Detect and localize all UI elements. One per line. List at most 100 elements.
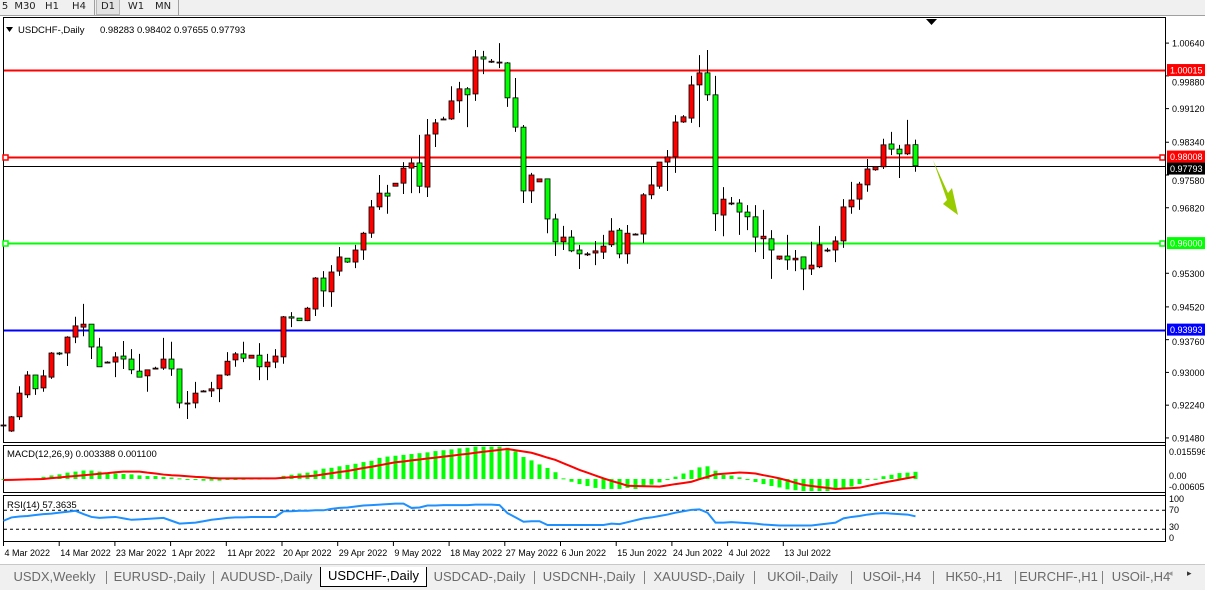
candle-body bbox=[256, 354, 263, 368]
candle-body bbox=[744, 211, 751, 218]
level-handle-icon[interactable] bbox=[2, 240, 9, 247]
macd-bar bbox=[641, 479, 646, 486]
candle-body bbox=[200, 390, 207, 393]
candle-body bbox=[432, 122, 439, 135]
tab-ukoil-daily[interactable]: UKOil-,Daily bbox=[767, 569, 838, 584]
macd-bar bbox=[513, 451, 518, 479]
timeframe-button-h1[interactable]: H1 bbox=[45, 1, 59, 12]
tab-xauusd-daily[interactable]: XAUUSD-,Daily bbox=[653, 569, 745, 584]
macd-bar bbox=[753, 479, 758, 482]
tab-usoil-h4[interactable]: USOil-,H4 bbox=[862, 569, 922, 584]
symbol-dropdown-icon[interactable] bbox=[6, 27, 13, 32]
level-handle-icon[interactable] bbox=[1159, 154, 1166, 161]
candle bbox=[360, 231, 367, 260]
level-handle-icon[interactable] bbox=[2, 154, 9, 161]
macd-pane bbox=[3, 445, 1166, 493]
macd-bar bbox=[345, 465, 350, 479]
level-handle-icon[interactable] bbox=[1159, 240, 1166, 247]
candle-body bbox=[248, 354, 255, 359]
candle-body bbox=[328, 271, 335, 293]
tab-usdcnh-daily[interactable]: USDCNH-,Daily bbox=[542, 569, 636, 584]
candle bbox=[24, 371, 31, 398]
candle-body bbox=[872, 166, 879, 171]
tab-scroll-left-icon[interactable]: ◂ bbox=[1168, 569, 1173, 579]
candle-body bbox=[544, 178, 551, 220]
candle bbox=[520, 125, 527, 204]
date-tick-label: 15 Jun 2022 bbox=[617, 548, 667, 558]
tab-eurusd-daily[interactable]: EURUSD-,Daily bbox=[113, 569, 206, 584]
tab-separator bbox=[1015, 571, 1016, 584]
candle bbox=[480, 50, 487, 75]
tab-usoil-h4[interactable]: USOil-,H4 bbox=[1111, 569, 1171, 584]
tab-usdcad-daily[interactable]: USDCAD-,Daily bbox=[433, 569, 526, 584]
candle-body bbox=[400, 167, 407, 184]
candle bbox=[624, 225, 631, 264]
candle-body bbox=[720, 198, 727, 216]
timeframe-button-w1[interactable]: W1 bbox=[127, 1, 145, 12]
candle bbox=[488, 59, 495, 63]
candle bbox=[768, 230, 775, 279]
candle bbox=[168, 341, 175, 376]
tab-hk50-h1[interactable]: HK50-,H1 bbox=[945, 569, 1003, 584]
candle-body bbox=[296, 317, 303, 322]
tab-audusd-daily[interactable]: AUDUSD-,Daily bbox=[220, 569, 313, 584]
date-tick-label: 29 Apr 2022 bbox=[339, 548, 388, 558]
candle-body bbox=[424, 134, 431, 188]
timeframe-button-d1[interactable]: D1 bbox=[96, 0, 120, 15]
tab-usdchf-daily[interactable]: USDCHF-,Daily bbox=[320, 567, 427, 587]
candle-body bbox=[528, 174, 535, 192]
candle-body bbox=[440, 118, 447, 121]
macd-bar bbox=[153, 476, 158, 479]
chart-tabs: USDX,Weekly EURUSD-,Daily AUDUSD-,Daily USD… bbox=[0, 564, 1205, 590]
candle bbox=[464, 87, 471, 128]
macd-bar bbox=[425, 452, 430, 479]
chart-shift-marker-icon[interactable] bbox=[926, 19, 937, 25]
candle bbox=[352, 244, 359, 269]
rsi-line bbox=[3, 502, 916, 527]
candle-body bbox=[120, 355, 127, 360]
candle bbox=[472, 50, 479, 101]
candle bbox=[536, 178, 543, 183]
rsi-pane bbox=[3, 495, 1166, 542]
candle-body bbox=[312, 277, 319, 310]
price-tag bbox=[1167, 237, 1205, 250]
candle-body bbox=[216, 374, 223, 390]
candle bbox=[280, 315, 287, 364]
macd-bar bbox=[913, 471, 918, 479]
candle bbox=[808, 241, 815, 275]
candle-body bbox=[600, 245, 607, 253]
candle-body bbox=[704, 72, 711, 96]
timeframe-button-m30[interactable]: M30 bbox=[14, 1, 36, 12]
candle-body bbox=[832, 240, 839, 251]
candle bbox=[240, 341, 247, 363]
tab-usdx-weekly[interactable]: USDX,Weekly bbox=[13, 569, 96, 584]
candle bbox=[712, 75, 719, 232]
ohlc-label: 0.98283 0.98402 0.97655 0.97793 bbox=[100, 25, 245, 36]
macd-bar bbox=[817, 479, 822, 492]
candle bbox=[576, 244, 583, 269]
candle bbox=[416, 134, 423, 194]
timeframe-button-h4[interactable]: H4 bbox=[72, 1, 86, 12]
timeframe-button-5[interactable]: 5 bbox=[1, 1, 9, 12]
candle-body bbox=[64, 336, 71, 354]
macd-bar bbox=[729, 475, 734, 479]
candle bbox=[184, 390, 191, 419]
candle bbox=[528, 172, 535, 204]
candle bbox=[224, 352, 231, 376]
candle bbox=[264, 353, 271, 381]
price-tag-label: 0.96000 bbox=[1170, 239, 1203, 249]
tab-scroll-right-icon[interactable]: ▸ bbox=[1187, 569, 1192, 579]
candle bbox=[560, 225, 567, 250]
tab-eurchf-h1[interactable]: EURCHF-,H1 bbox=[1019, 569, 1098, 584]
price-tick-label: 0.96820 bbox=[1172, 203, 1205, 213]
macd-bar bbox=[689, 470, 694, 479]
timeframe-button-mn[interactable]: MN bbox=[154, 1, 172, 12]
macd-bar bbox=[697, 467, 702, 479]
macd-bar bbox=[785, 479, 790, 490]
candle-body bbox=[240, 353, 247, 359]
candle-body bbox=[72, 325, 79, 338]
candle bbox=[320, 271, 327, 307]
candle-body bbox=[792, 257, 799, 261]
macd-bar bbox=[481, 446, 486, 479]
